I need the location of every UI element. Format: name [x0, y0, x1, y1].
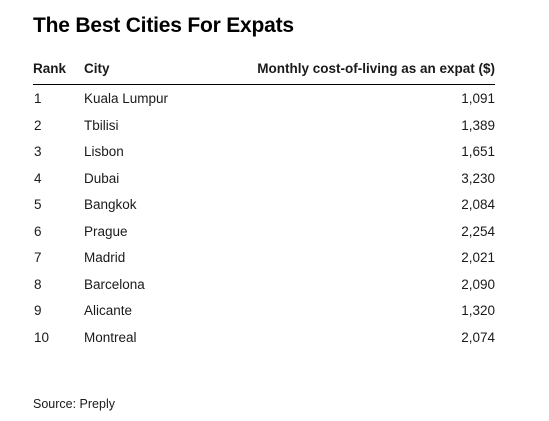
header-cost: Monthly cost-of-living as an expat ($): [257, 61, 495, 76]
cell-cost: 2,084: [461, 197, 495, 212]
cell-cost: 2,254: [461, 223, 495, 239]
cell-cost: 1,651: [461, 144, 495, 159]
cell-city: Montreal: [84, 329, 137, 345]
cell-cost: 2,074: [461, 329, 495, 345]
source-note: Source: Preply: [33, 397, 115, 411]
cell-cost: 3,230: [461, 170, 495, 186]
cell-rank: 7: [34, 250, 42, 265]
cell-rank: 5: [34, 197, 42, 212]
cell-cost: 2,090: [461, 276, 495, 292]
table-row: 1 Kuala Lumpur 1,091: [33, 85, 495, 112]
cell-cost: 2,021: [461, 250, 495, 265]
table-header: Rank City Monthly cost-of-living as an e…: [33, 58, 495, 84]
cell-city: Lisbon: [84, 144, 124, 159]
table-body: 1 Kuala Lumpur 1,091 2 Tbilisi 1,389 3 Lisbon 1,…: [33, 85, 495, 350]
cell-rank: 2: [34, 117, 42, 133]
cell-cost: 1,389: [461, 117, 495, 133]
cell-cost: 1,091: [461, 91, 495, 106]
header-rank: Rank: [33, 61, 67, 76]
table-row: 3 Lisbon 1,651: [33, 138, 495, 165]
table-row: 9 Alicante 1,320: [33, 297, 495, 324]
cell-city: Alicante: [84, 303, 133, 318]
cell-cost: 1,320: [461, 303, 495, 318]
cell-rank: 4: [34, 170, 42, 186]
cell-rank: 3: [34, 144, 42, 159]
table-row: 6 Prague 2,254: [33, 218, 495, 245]
cell-rank: 6: [34, 223, 42, 239]
cell-city: Bangkok: [84, 197, 137, 212]
cell-rank: 9: [34, 303, 42, 318]
cell-city: Madrid: [84, 250, 126, 265]
header-divider: [33, 84, 495, 85]
cell-city: Dubai: [84, 170, 120, 186]
cell-city: Tbilisi: [84, 117, 119, 133]
cell-city: Kuala Lumpur: [84, 91, 169, 106]
chart-title: The Best Cities For Expats: [33, 14, 294, 37]
table-row: 7 Madrid 2,021: [33, 244, 495, 271]
cell-rank: 8: [34, 276, 42, 292]
cell-city: Barcelona: [84, 276, 145, 292]
table-row: 4 Dubai 3,230: [33, 165, 495, 192]
cities-table: Rank City Monthly cost-of-living as an e…: [33, 58, 495, 350]
cell-rank: 10: [34, 329, 50, 345]
table-row: 5 Bangkok 2,084: [33, 191, 495, 218]
header-city: City: [84, 61, 110, 76]
cell-city: Prague: [84, 223, 128, 239]
table-row: 8 Barcelona 2,090: [33, 271, 495, 298]
table-row: 10 Montreal 2,074: [33, 324, 495, 351]
table-row: 2 Tbilisi 1,389: [33, 112, 495, 139]
cell-rank: 1: [34, 91, 42, 106]
